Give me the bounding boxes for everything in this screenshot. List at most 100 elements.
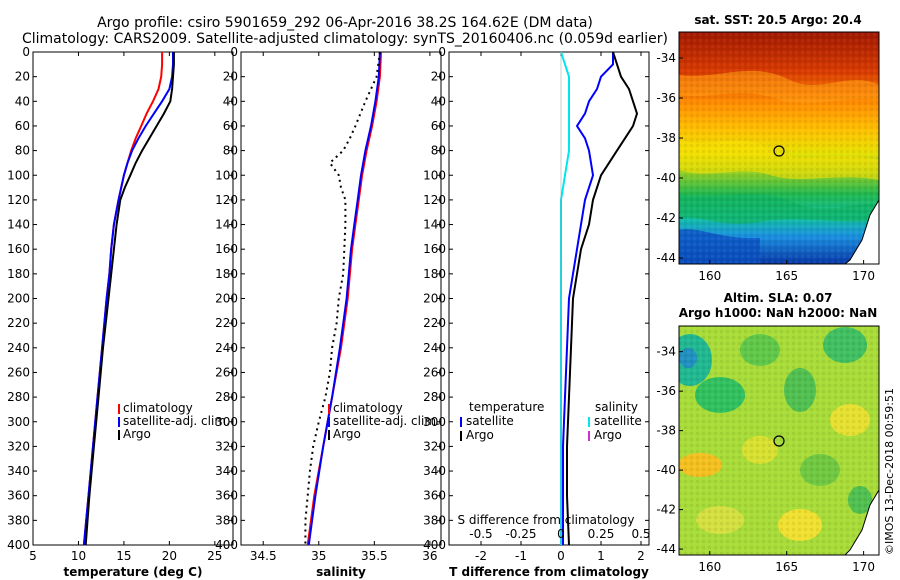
difference-x2tick-label-1: -0.25: [505, 527, 536, 541]
temperature-xtick-label-4: 25: [207, 549, 222, 563]
depth-tick-label-2-12: 240: [423, 341, 446, 355]
depth-tick-label-1-10: 200: [215, 292, 238, 306]
depth-tick-label-0-6: 120: [7, 193, 30, 207]
temperature-legend-label-2: Argo: [123, 427, 151, 441]
depth-tick-label-0-18: 360: [7, 489, 30, 503]
depth-tick-label-0-17: 340: [7, 464, 30, 478]
sst-map-ytick-label-0: -34: [656, 51, 676, 65]
sla-map-title-line1: Altim. SLA: 0.07: [724, 291, 833, 305]
salinity-series-1: [307, 51, 381, 546]
sla-argo-marker: [773, 435, 785, 447]
sst-map-ytick-label-3: -40: [656, 171, 676, 185]
temperature-legend-label-0: climatology: [123, 401, 193, 415]
depth-tick-label-1-15: 300: [215, 415, 238, 429]
sla-map-ytick-label-1: -36: [656, 384, 676, 398]
sst-map-ytick-label-1: -36: [656, 91, 676, 105]
depth-tick-label-2-14: 280: [423, 390, 446, 404]
depth-tick-label-2-20: 400: [423, 538, 446, 552]
profile-panel-frame-0: [32, 51, 234, 546]
temperature-xtick-label-1: 10: [71, 549, 86, 563]
difference-series-1: [566, 51, 639, 546]
depth-tick-label-2-18: 360: [423, 489, 446, 503]
sst-map-panel: [678, 31, 880, 265]
temperature-xlabel: temperature (deg C): [64, 565, 203, 579]
sst-map-ytick-label-2: -38: [656, 131, 676, 145]
sla-map-ytick-label-3: -40: [656, 463, 676, 477]
depth-tick-label-2-15: 300: [423, 415, 446, 429]
depth-tick-label-1-13: 260: [215, 365, 238, 379]
sla-map-ytick-label-5: -44: [656, 542, 676, 556]
salinity-legend-label-1: satellite-adj. clim.: [333, 414, 440, 428]
depth-tick-label-0-4: 80: [15, 144, 30, 158]
figure-title-line1: Argo profile: csiro 5901659_292 06-Apr-2…: [97, 15, 593, 31]
depth-tick-label-0-5: 100: [7, 168, 30, 182]
sla-map-ytick-label-0: -34: [656, 345, 676, 359]
depth-tick-label-2-6: 120: [423, 193, 446, 207]
profile-panels: 0204060801001201401601802002202402602803…: [7, 45, 650, 552]
difference-x2tick-label-0: -0.5: [469, 527, 492, 541]
depth-tick-label-2-7: 140: [423, 218, 446, 232]
temperature-series-0: [82, 52, 164, 546]
depth-tick-label-1-1: 20: [223, 70, 238, 84]
sst-map-title: sat. SST: 20.5 Argo: 20.4: [694, 13, 861, 27]
depth-tick-label-0-7: 140: [7, 218, 30, 232]
sst-field: [679, 32, 879, 264]
salinity-xtick-label-3: 36: [422, 549, 437, 563]
temperature-series-1: [82, 52, 174, 546]
depth-tick-label-2-3: 60: [431, 119, 446, 133]
sla-map-panel: [678, 325, 880, 556]
depth-tick-label-2-10: 200: [423, 292, 446, 306]
depth-tick-label-0-3: 60: [15, 119, 30, 133]
depth-tick-label-1-2: 40: [223, 94, 238, 108]
depth-tick-label-1-17: 340: [215, 464, 238, 478]
difference-series-0: [562, 52, 614, 545]
depth-tick-label-1-12: 240: [215, 341, 238, 355]
temperature-series-2: [84, 52, 175, 546]
sla-map-xtick-label-2: 170: [852, 560, 875, 574]
difference-legend-t-label-1: Argo: [466, 428, 494, 442]
depth-tick-label-1-14: 280: [215, 390, 238, 404]
depth-tick-label-1-5: 100: [215, 168, 238, 182]
depth-tick-label-0-12: 240: [7, 341, 30, 355]
depth-tick-label-0-14: 280: [7, 390, 30, 404]
difference-xtick-label-2: 0: [557, 549, 565, 563]
timestamp-label: ©IMOS 13-Dec-2018 00:59:51: [883, 388, 896, 555]
depth-tick-label-2-8: 160: [423, 242, 446, 256]
depth-tick-label-0-16: 320: [7, 439, 30, 453]
sla-map-title-line2: Argo h1000: NaN h2000: NaN: [679, 306, 878, 320]
depth-tick-label-1-8: 160: [215, 242, 238, 256]
difference-legend-s-label-0: satellite: [594, 414, 642, 428]
depth-tick-label-1-16: 320: [215, 439, 238, 453]
salinity-series-2: [304, 51, 381, 545]
sst-map-xtick-label-1: 165: [775, 269, 798, 283]
difference-xlabel: T difference from climatology: [449, 565, 649, 579]
difference-xtick-label-3: 1: [597, 549, 605, 563]
salinity-xtick-label-0: 34.5: [250, 549, 277, 563]
depth-tick-label-2-5: 100: [423, 168, 446, 182]
difference-legend-t-label-0: satellite: [466, 414, 514, 428]
depth-tick-label-1-0: 0: [230, 45, 238, 59]
salinity-xtick-label-1: 35: [311, 549, 326, 563]
depth-tick-label-2-16: 320: [423, 439, 446, 453]
depth-tick-label-0-0: 0: [22, 45, 30, 59]
difference-xtick-label-0: -2: [475, 549, 487, 563]
sla-field: [679, 326, 879, 555]
depth-tick-label-0-9: 180: [7, 267, 30, 281]
salinity-legend-label-0: climatology: [333, 401, 403, 415]
depth-tick-label-1-11: 220: [215, 316, 238, 330]
depth-tick-label-0-1: 20: [15, 70, 30, 84]
depth-tick-label-2-9: 180: [423, 267, 446, 281]
depth-tick-label-1-3: 60: [223, 119, 238, 133]
salinity-xtick-label-2: 35.5: [361, 549, 388, 563]
sla-map-xtick-label-0: 160: [698, 560, 721, 574]
sst-map-ytick-label-5: -44: [656, 251, 676, 265]
depth-tick-label-1-4: 80: [223, 144, 238, 158]
depth-tick-label-1-19: 380: [215, 513, 238, 527]
temperature-legend-label-1: satellite-adj. clim.: [123, 414, 230, 428]
temperature-xtick-label-3: 20: [162, 549, 177, 563]
sla-map-ytick-label-2: -38: [656, 424, 676, 438]
figure-title-line2: Climatology: CARS2009. Satellite-adjuste…: [22, 31, 668, 47]
depth-tick-label-0-11: 220: [7, 316, 30, 330]
